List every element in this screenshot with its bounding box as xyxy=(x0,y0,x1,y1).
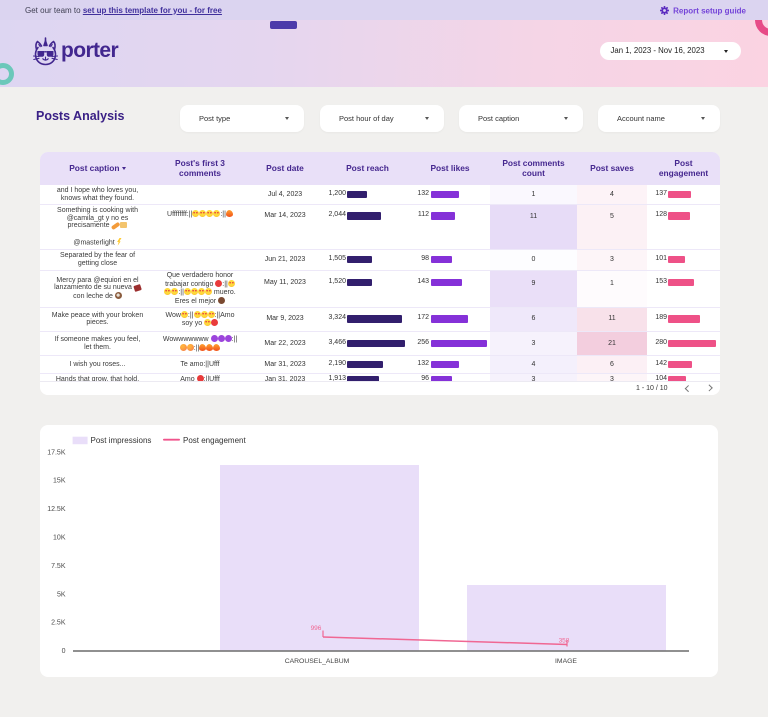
svg-text:Post engagement: Post engagement xyxy=(183,436,246,445)
svg-text:15K: 15K xyxy=(53,478,66,485)
svg-text:CAROUSEL_ALBUM: CAROUSEL_ALBUM xyxy=(285,658,350,665)
svg-text:7.5K: 7.5K xyxy=(51,563,66,570)
svg-text:996: 996 xyxy=(311,625,322,632)
svg-text:17.5K: 17.5K xyxy=(47,449,66,456)
svg-text:IMAGE: IMAGE xyxy=(555,658,577,665)
svg-text:12.5K: 12.5K xyxy=(47,506,66,513)
svg-text:5K: 5K xyxy=(57,591,66,598)
svg-text:358: 358 xyxy=(559,638,570,645)
svg-text:Post impressions: Post impressions xyxy=(91,436,152,445)
svg-text:0: 0 xyxy=(62,648,66,655)
svg-text:2.5K: 2.5K xyxy=(51,620,66,627)
svg-text:10K: 10K xyxy=(53,535,66,542)
